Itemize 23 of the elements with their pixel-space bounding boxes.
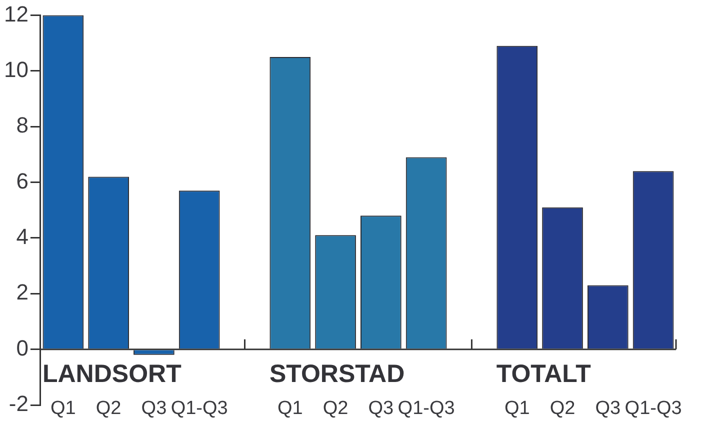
x-tick-label: Q3 xyxy=(368,398,394,420)
y-tick-label: 6 xyxy=(16,168,28,194)
x-tick-label: Q1-Q3 xyxy=(624,398,682,420)
y-tick-label: 8 xyxy=(16,112,28,138)
x-tick-label: Q1 xyxy=(50,398,76,420)
x-tick-label: Q3 xyxy=(141,398,167,420)
y-tick-label: 2 xyxy=(16,280,28,305)
series-label: LANDSORT xyxy=(42,360,182,388)
y-tick-label: 0 xyxy=(16,335,28,360)
x-tick-label: Q1-Q3 xyxy=(398,398,455,420)
x-tick-label: Q1 xyxy=(277,398,303,420)
y-tick-label: 10 xyxy=(4,56,28,82)
series-label: TOTALT xyxy=(496,360,591,388)
x-tick-label: Q2 xyxy=(96,398,122,420)
y-tick-label: 12 xyxy=(4,1,28,26)
y-tick-label: -2 xyxy=(8,391,28,416)
x-tick-label: Q1-Q3 xyxy=(170,398,228,420)
x-tick-label: Q1 xyxy=(504,398,530,420)
x-tick-label: Q2 xyxy=(322,398,348,420)
series-label: STORSTAD xyxy=(269,360,405,388)
y-tick-label: 4 xyxy=(16,224,28,250)
x-tick-label: Q3 xyxy=(595,398,621,420)
x-tick-label: Q2 xyxy=(550,398,576,420)
